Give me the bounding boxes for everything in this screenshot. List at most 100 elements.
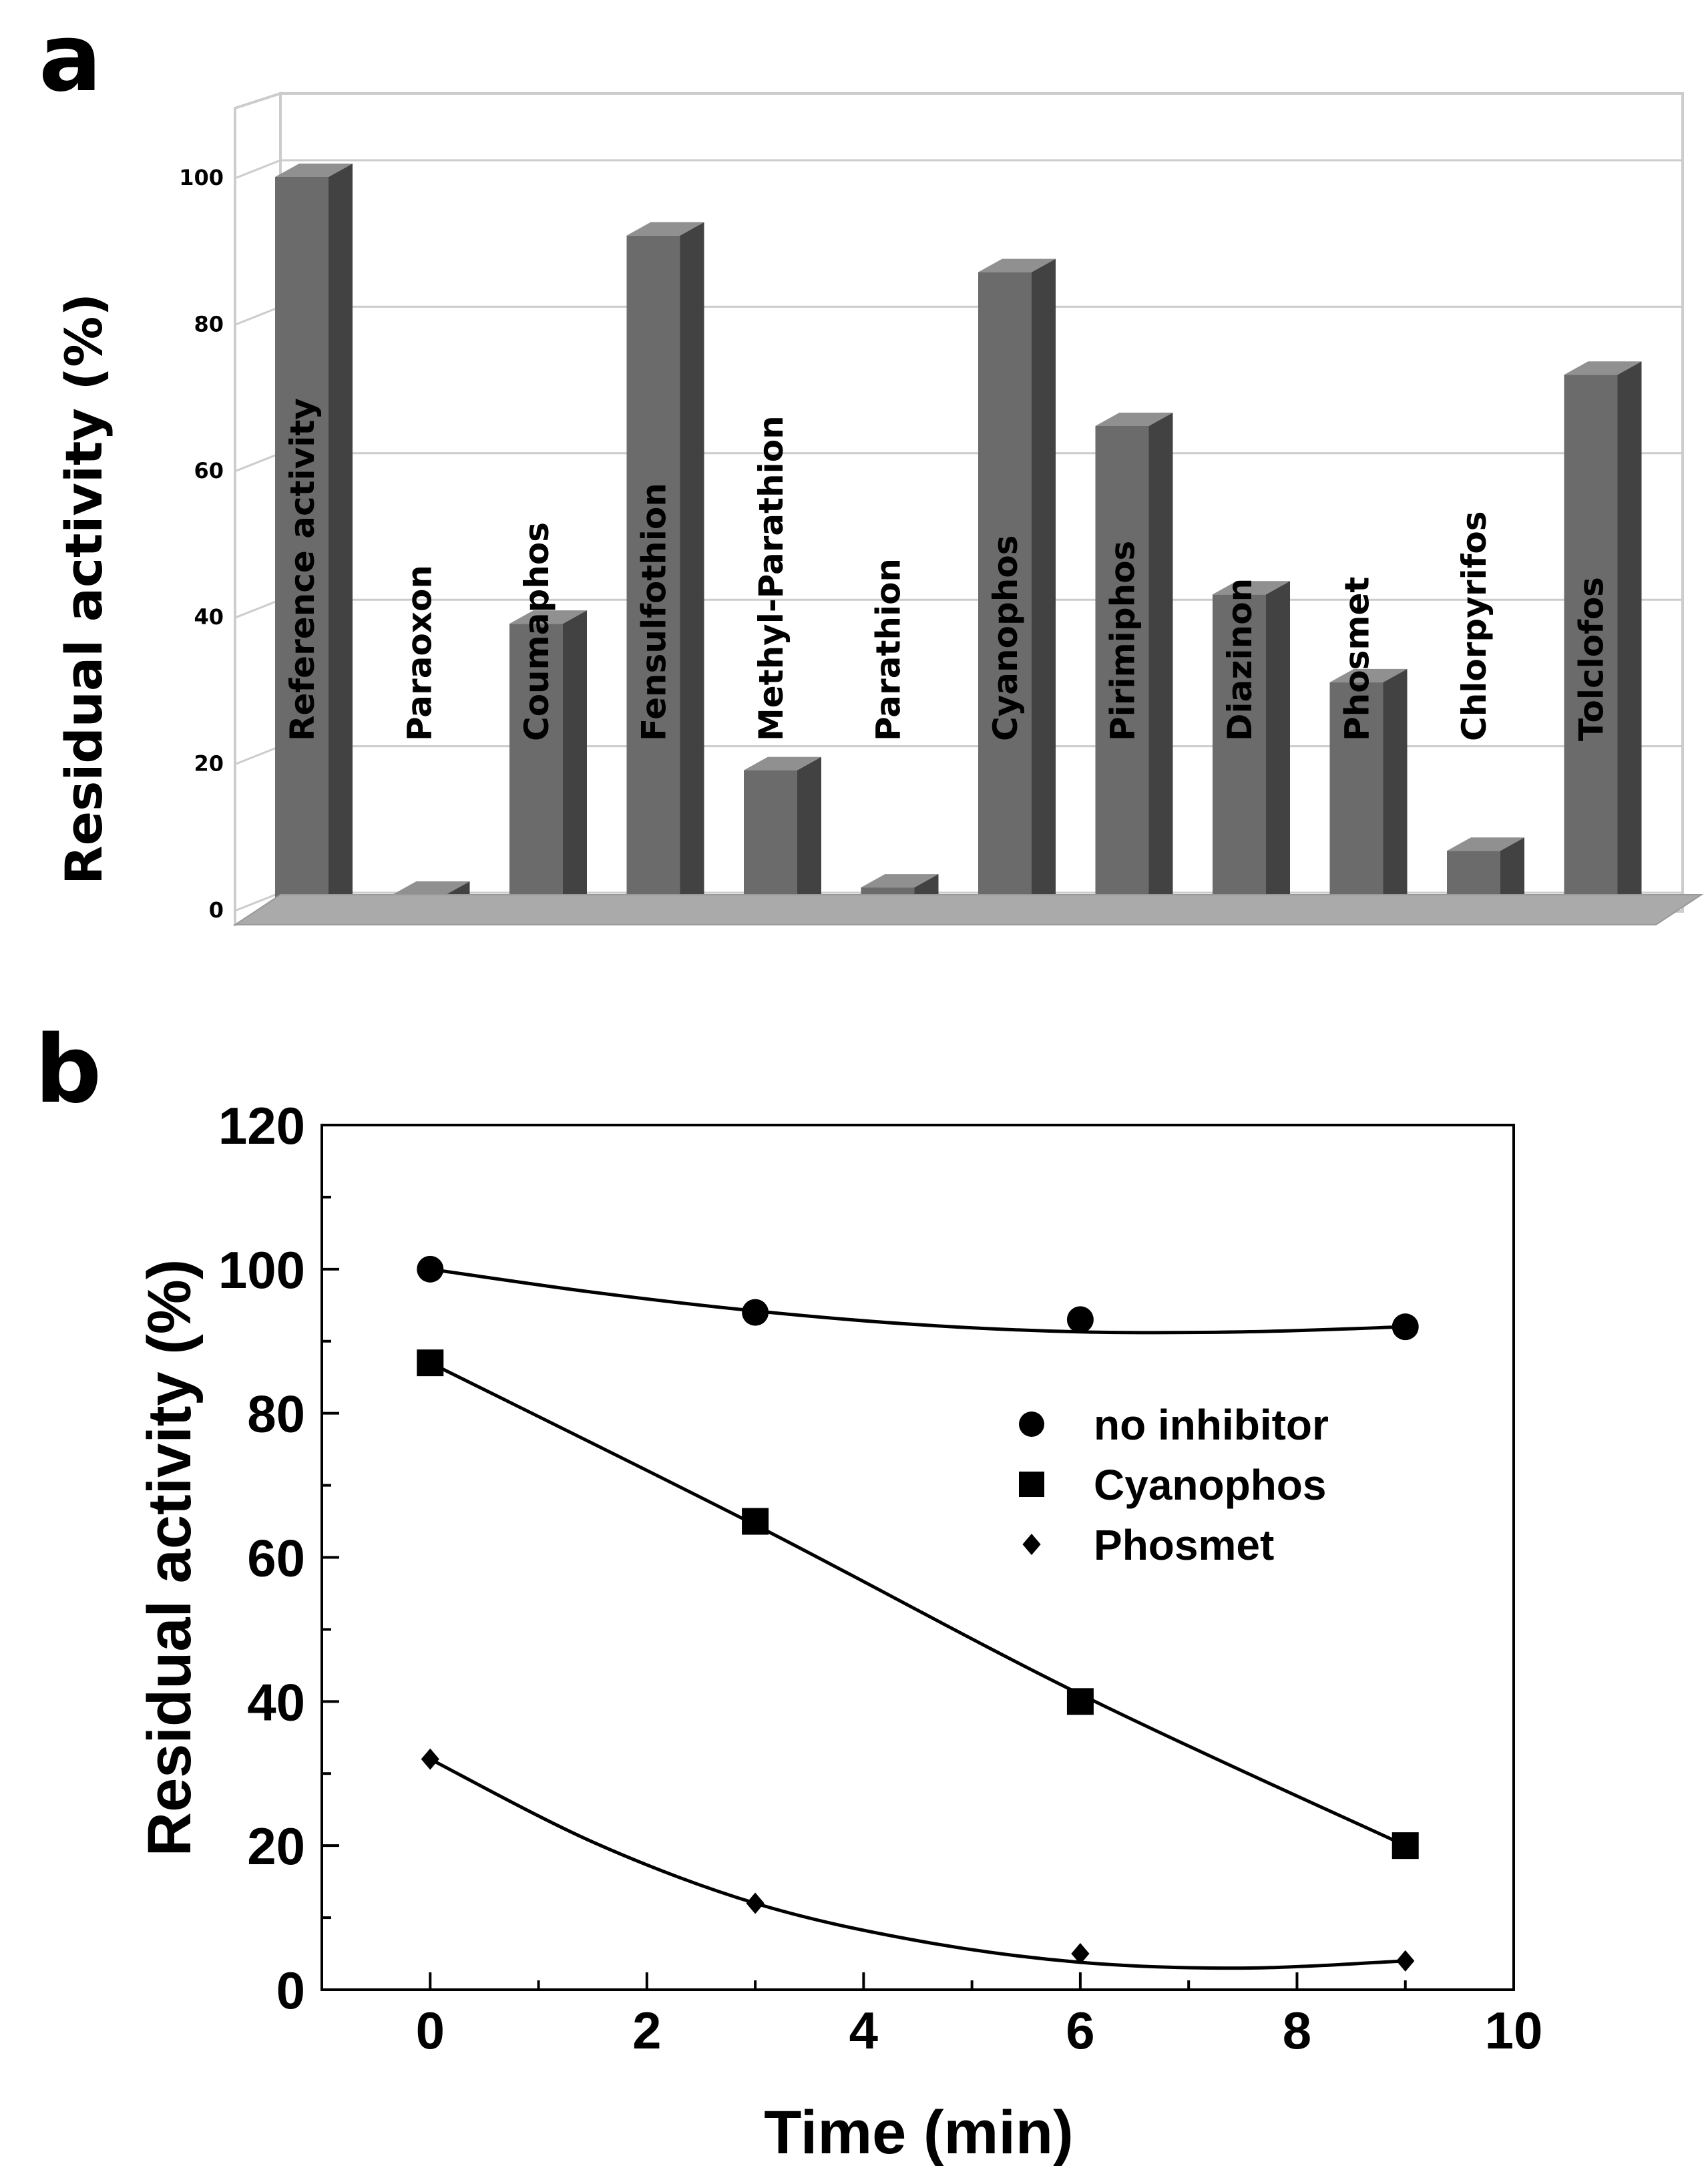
data-point-cyanophos [417,1349,444,1377]
bar-top [626,222,704,236]
data-point-cyanophos [1392,1832,1419,1860]
bar-chart-y-tick-label: 80 [194,311,224,337]
bar-category-label: Reference activity [283,398,322,741]
bar-side [797,756,821,909]
y-tick-label: 100 [218,1241,305,1299]
bar-front [626,235,680,909]
legend-label-phosmet: Phosmet [1094,1521,1274,1569]
data-point-cyanophos [1066,1688,1094,1715]
data-point-no-inhibitor [1392,1313,1419,1341]
bar-side [563,610,587,909]
bar-category-label: Paraoxon [401,565,439,741]
bar-front [978,272,1032,909]
data-point-no-inhibitor [1066,1306,1094,1333]
bar-category-label: Diazinon [1221,578,1259,741]
line-chart-y-axis-label: Residual activity (%) [136,1259,204,1857]
bar-front [509,624,563,909]
bar [978,258,1056,909]
bar-chart-gridline-side [234,159,281,180]
fit-line-cyanophos [429,1361,1406,1847]
legend-label-cyanophos: Cyanophos [1094,1461,1326,1509]
bar-front [1329,682,1383,909]
bar-category-label: Coumaphos [517,522,556,741]
data-point-phosmet [421,1748,439,1770]
data-point-no-inhibitor [417,1255,444,1283]
line-chart-x-axis-label: Time (min) [764,2099,1073,2167]
y-tick-label: 80 [247,1385,305,1444]
bar-side [1266,581,1290,909]
bar-category-label: Chlorpyrifos [1455,511,1494,741]
bar-chart-y-ticks: 0 20 40 60 80 100 [179,165,224,923]
bar-chart-y-tick-label: 100 [179,165,224,190]
bar-top [978,258,1056,272]
y-tick-label: 20 [247,1817,305,1876]
data-point-phosmet [746,1892,765,1914]
legend-marker-cyanophos [1019,1472,1044,1497]
legend-marker-no-inhibitor [1019,1411,1044,1437]
bar-category-label: Methyl-Parathion [752,415,791,741]
bar-top [1213,581,1290,595]
data-point-phosmet [1071,1943,1090,1965]
data-point-cyanophos [742,1508,769,1535]
bar-chart-floor [232,894,1704,925]
bar-chart-gridline-side [234,452,281,473]
bar-top [392,881,470,895]
bar-side [680,222,704,909]
bar-chart-gridline-side [234,891,281,912]
bar [1329,668,1408,909]
bar [275,164,353,909]
bar-top [275,164,353,177]
fit-line-phosmet [429,1757,1406,1970]
line-chart-points [417,1255,1419,1972]
bar-chart-gridline-side [234,306,281,326]
bar-chart: Reference activity Paraoxon Coumaphos Fensu… [54,91,1704,927]
bar-category-label: Fensulfothion [635,483,674,741]
bar-category-label: Tolclofos [1572,577,1611,741]
bar-top [1447,837,1524,851]
bar [509,610,587,909]
bar-front [1564,375,1618,909]
bar-front [744,770,797,909]
bar-chart-gridline-side [234,745,281,765]
bar-side [1032,258,1056,909]
bar-chart-y-tick-label: 0 [209,897,224,923]
y-tick-label: 120 [218,1096,305,1155]
bar-category-label: Phosmet [1338,577,1377,741]
x-tick-label: 2 [632,2001,661,2060]
bar [1564,361,1642,909]
line-chart-legend: no inhibitor Cyanophos Phosmet [1019,1401,1329,1569]
bar-side [329,164,353,909]
bar-category-label: Pirimiphos [1104,541,1142,741]
bar-top [1564,361,1642,375]
bar-category-label: Cyanophos [986,535,1025,741]
bar-side [1383,668,1408,909]
line-chart-fit-lines [429,1267,1406,1970]
legend-label-no-inhibitor: no inhibitor [1094,1401,1329,1449]
bar-category-label: Parathion [869,558,908,741]
bar-chart-y-axis-label: Residual activity (%) [54,293,114,885]
bar [626,222,704,909]
bar-chart-gridline-side [234,598,281,619]
x-tick-label: 6 [1066,2001,1094,2060]
bar-front [275,177,329,909]
bar-top [1095,412,1173,426]
bar-chart-category-labels: Reference activity Paraoxon Coumaphos Fensu… [283,398,1611,741]
bar-side [1617,361,1642,909]
fit-line-no-inhibitor [429,1267,1406,1335]
bar [1095,412,1173,909]
panel-a-letter: a [39,4,101,113]
data-point-phosmet [1396,1950,1415,1972]
bar-top [861,874,939,888]
line-chart-plot-frame [321,1124,1515,1991]
x-tick-label: 4 [849,2001,878,2060]
y-tick-label: 60 [247,1529,305,1588]
bar-top [1329,668,1408,682]
bar-front [1213,594,1266,909]
x-tick-label: 0 [416,2001,445,2060]
bar [1213,581,1290,909]
legend-marker-phosmet [1022,1534,1041,1555]
bar-top [744,756,821,771]
